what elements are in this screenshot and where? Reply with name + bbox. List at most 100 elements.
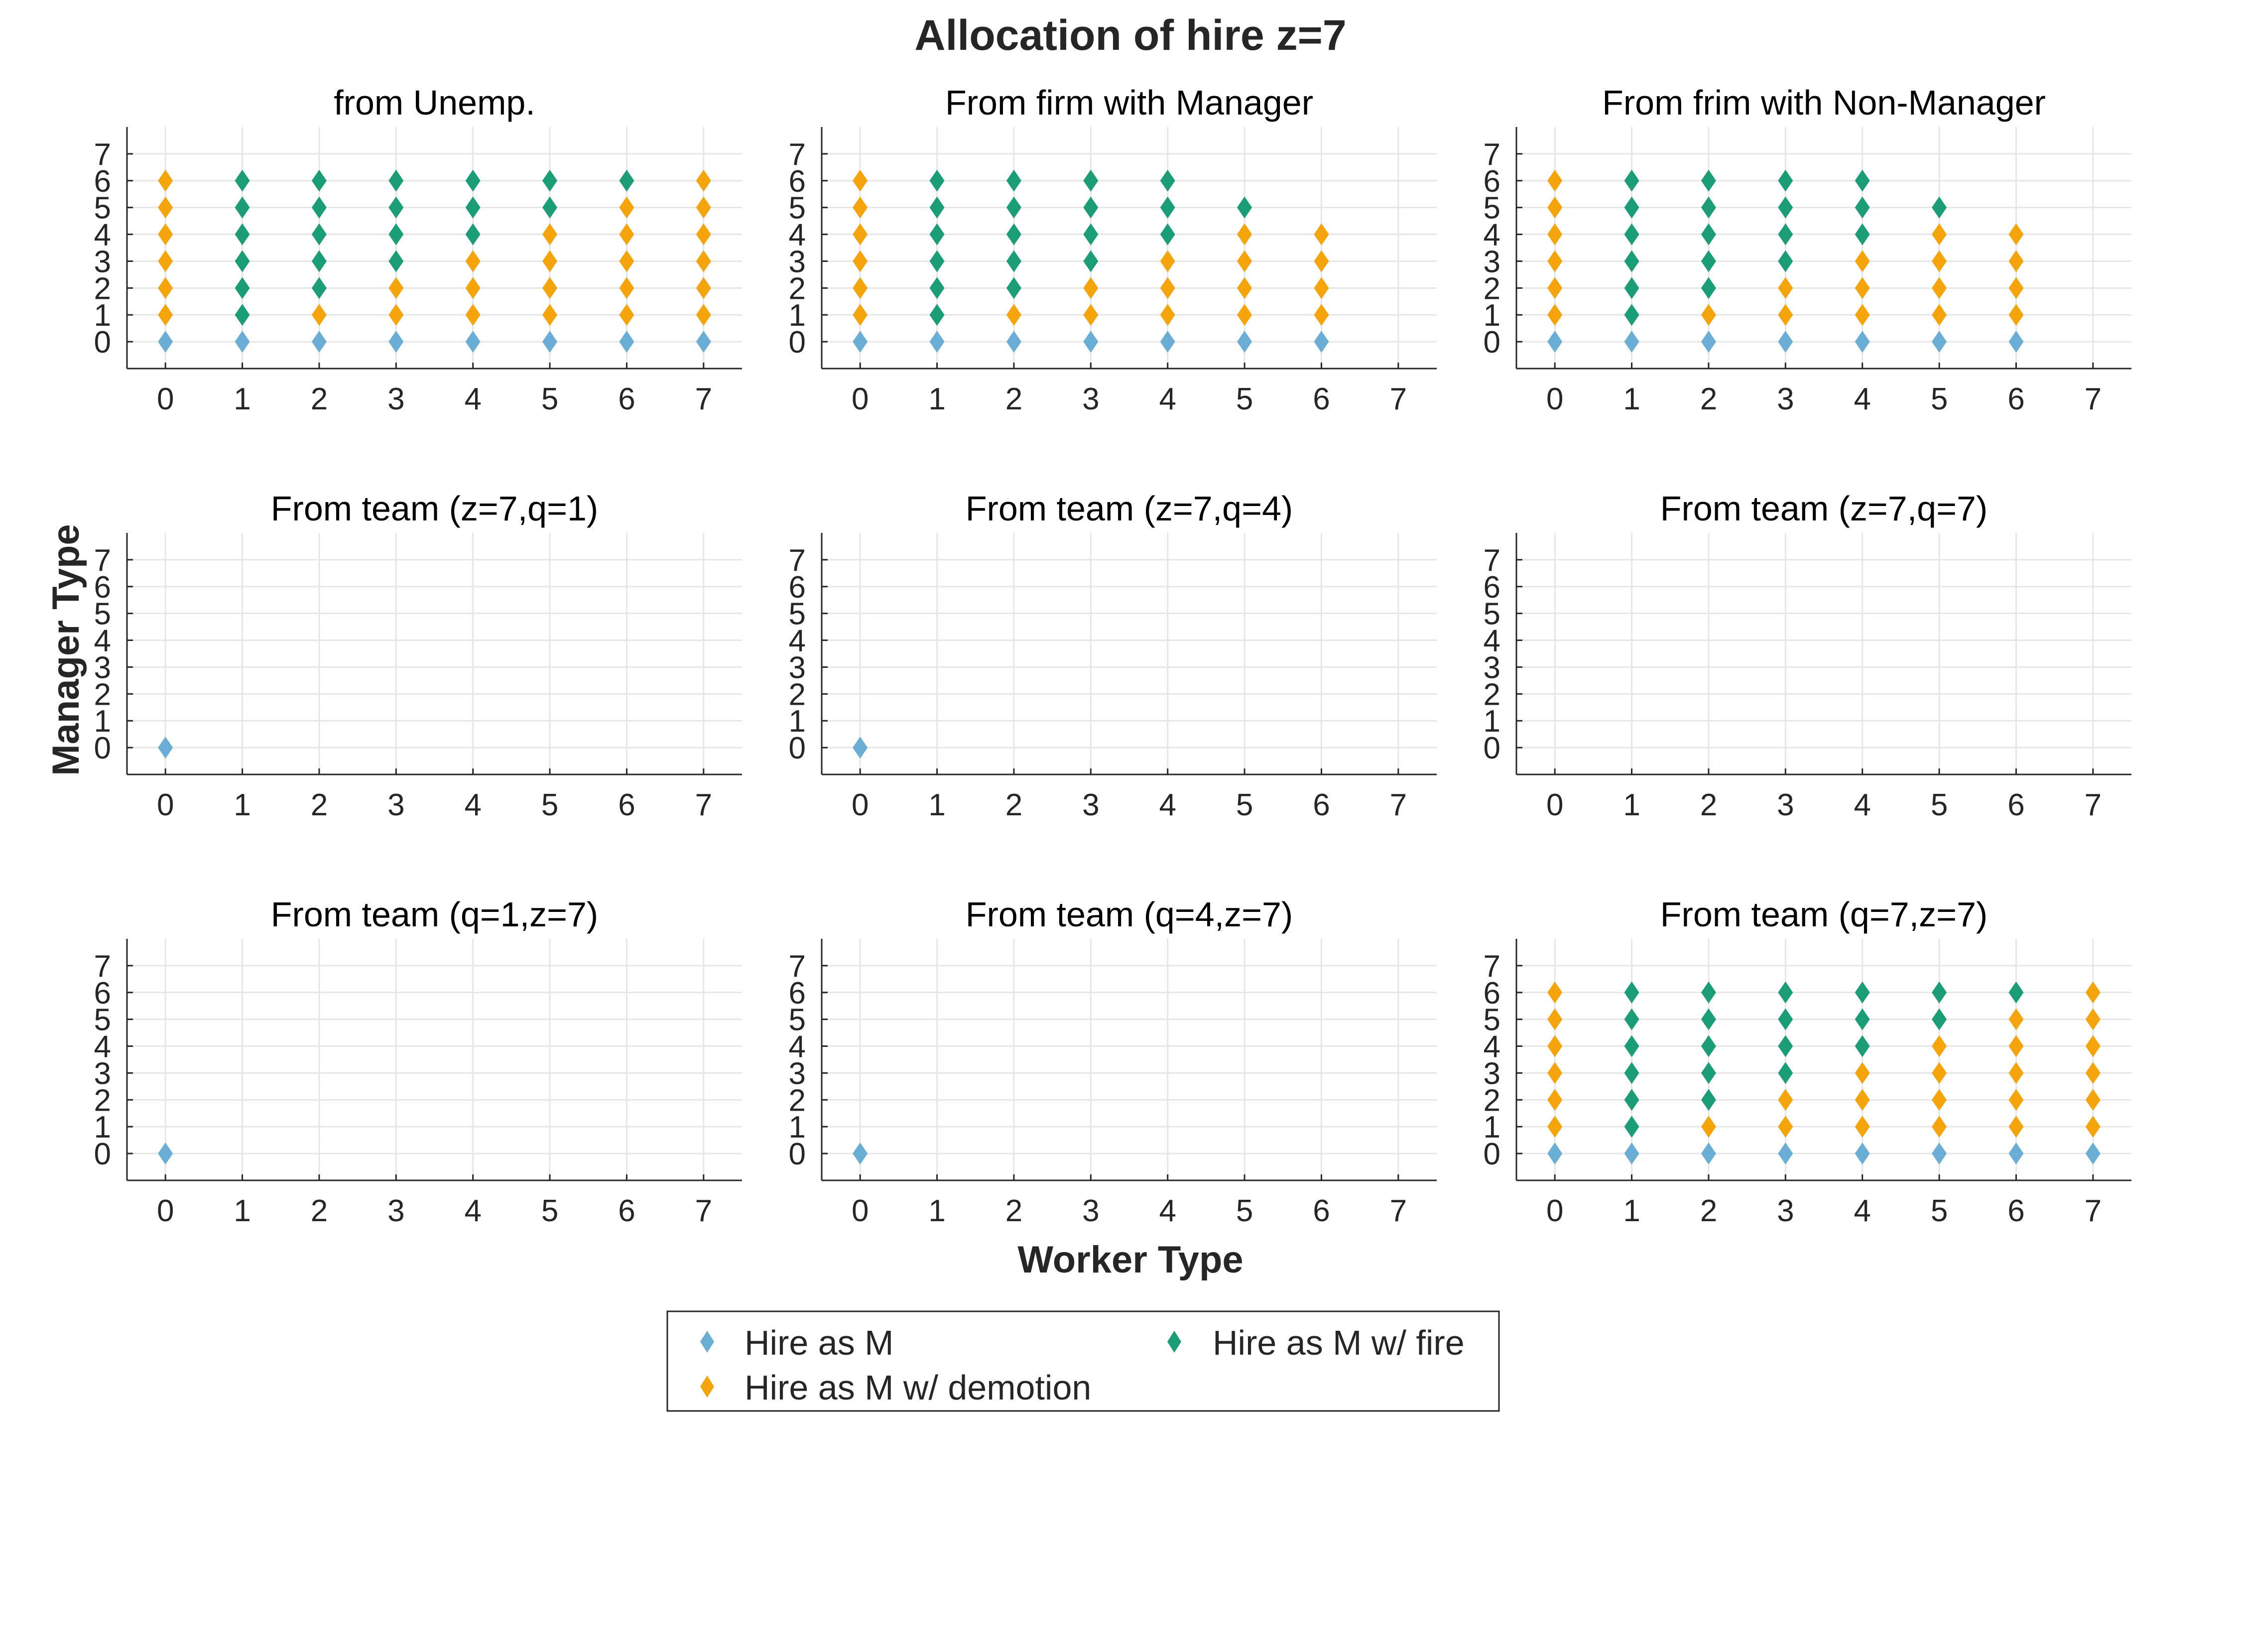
x-tick-label: 2 <box>311 1194 328 1228</box>
x-tick-label: 7 <box>695 1194 712 1228</box>
x-tick-label: 3 <box>1777 382 1794 416</box>
y-tick-label: 2 <box>789 271 806 306</box>
marker-demotion <box>1855 277 1870 299</box>
marker-demotion <box>1547 1035 1563 1057</box>
diamond-icon <box>700 1376 714 1398</box>
marker-fire <box>2008 981 2024 1004</box>
y-tick-label: 3 <box>94 1056 111 1091</box>
marker-demotion <box>2085 1008 2101 1030</box>
x-tick-label: 5 <box>541 1194 558 1228</box>
marker-demotion <box>1701 1116 1716 1138</box>
x-tick-label: 5 <box>1931 382 1948 416</box>
marker-demotion <box>619 196 634 219</box>
marker-fire <box>1932 196 1947 219</box>
marker-fire <box>1778 1062 1793 1084</box>
y-tick-label: 1 <box>789 704 806 739</box>
y-tick-label: 6 <box>1484 976 1500 1011</box>
y-tick-label: 5 <box>1484 597 1500 632</box>
x-tick-label: 4 <box>1854 788 1870 822</box>
marker-demotion <box>1932 1116 1947 1138</box>
legend-label-hire: Hire as M <box>745 1323 893 1362</box>
x-tick-label: 3 <box>387 382 404 416</box>
marker-demotion <box>2085 981 2101 1004</box>
y-tick-label: 7 <box>1484 543 1500 578</box>
marker-fire <box>311 196 327 219</box>
marker-fire <box>1083 169 1099 192</box>
marker-demotion <box>1547 223 1563 246</box>
x-tick-label: 4 <box>464 1194 481 1228</box>
marker-hire <box>853 737 868 759</box>
y-tick-label: 4 <box>1484 1030 1500 1064</box>
marker-fire <box>1855 196 1870 219</box>
marker-fire <box>1006 169 1021 192</box>
marker-demotion <box>158 304 173 326</box>
marker-hire <box>2085 1143 2101 1165</box>
marker-demotion <box>311 304 327 326</box>
subplot-title: From firm with Manager <box>945 83 1313 122</box>
y-tick-label: 0 <box>94 325 111 360</box>
marker-hire <box>696 331 711 353</box>
legend: Hire as M Hire as M w/ fire Hire as M w/… <box>666 1310 1500 1412</box>
marker-demotion <box>853 250 868 272</box>
x-tick-label: 5 <box>541 788 558 822</box>
y-tick-label: 5 <box>789 191 806 226</box>
y-tick-label: 1 <box>1484 704 1500 739</box>
marker-hire <box>1855 1143 1870 1165</box>
y-tick-label: 6 <box>1484 164 1500 199</box>
marker-demotion <box>158 250 173 272</box>
y-tick-label: 7 <box>1484 137 1500 172</box>
x-tick-label: 4 <box>1854 382 1870 416</box>
marker-fire <box>1778 169 1793 192</box>
marker-hire <box>465 331 481 353</box>
y-tick-label: 7 <box>94 543 111 578</box>
marker-fire <box>235 250 250 272</box>
marker-fire <box>311 250 327 272</box>
subplot-title: From team (q=4,z=7) <box>966 895 1293 934</box>
marker-hire <box>619 331 634 353</box>
y-tick-label: 4 <box>94 624 111 658</box>
marker-demotion <box>1547 277 1563 299</box>
x-tick-label: 4 <box>1159 788 1176 822</box>
marker-fire <box>1701 196 1716 219</box>
legend-label-fire: Hire as M w/ fire <box>1213 1323 1465 1362</box>
marker-demotion <box>1932 1062 1947 1084</box>
marker-fire <box>235 196 250 219</box>
y-tick-label: 5 <box>94 191 111 226</box>
y-tick-label: 3 <box>1484 650 1500 685</box>
y-tick-label: 3 <box>94 245 111 279</box>
marker-demotion <box>1314 250 1329 272</box>
marker-demotion <box>1932 250 1947 272</box>
marker-demotion <box>1547 304 1563 326</box>
marker-demotion <box>1778 277 1793 299</box>
marker-fire <box>1855 169 1870 192</box>
y-tick-label: 4 <box>789 1030 806 1064</box>
marker-demotion <box>542 223 558 246</box>
legend-item-demotion: Hire as M w/ demotion <box>700 1368 1091 1407</box>
marker-demotion <box>2008 1089 2024 1111</box>
marker-fire <box>1624 1116 1639 1138</box>
x-tick-label: 4 <box>464 788 481 822</box>
x-tick-label: 3 <box>1082 382 1099 416</box>
x-tick-label: 7 <box>2085 788 2102 822</box>
marker-fire <box>1006 223 1021 246</box>
marker-fire <box>1701 1089 1716 1111</box>
subplot-title: From team (q=7,z=7) <box>1660 895 1988 934</box>
marker-fire <box>1160 196 1175 219</box>
marker-fire <box>1006 277 1021 299</box>
marker-fire <box>1624 277 1639 299</box>
y-tick-label: 0 <box>789 325 806 360</box>
marker-demotion <box>158 196 173 219</box>
x-tick-label: 7 <box>695 788 712 822</box>
y-tick-label: 1 <box>94 298 111 333</box>
x-axis-label: Worker Type <box>1017 1239 1243 1281</box>
x-tick-label: 3 <box>1082 1194 1099 1228</box>
marker-demotion <box>696 304 711 326</box>
marker-fire <box>929 169 945 192</box>
y-tick-label: 5 <box>1484 191 1500 226</box>
marker-demotion <box>1160 304 1175 326</box>
marker-fire <box>465 196 481 219</box>
marker-fire <box>235 277 250 299</box>
x-tick-label: 7 <box>1390 788 1407 822</box>
